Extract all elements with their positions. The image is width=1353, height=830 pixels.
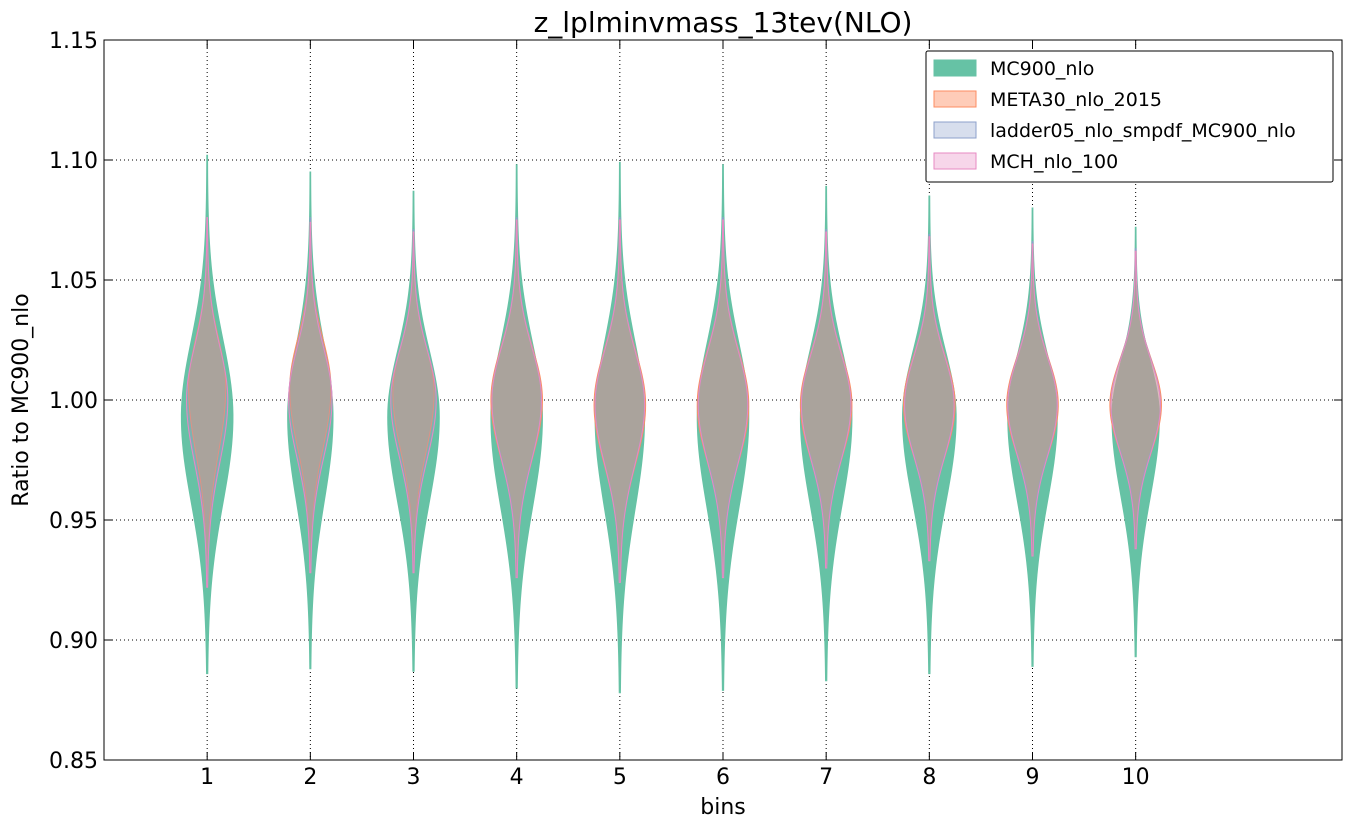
x-axis-title: bins bbox=[700, 795, 745, 820]
violin-body bbox=[1111, 226, 1160, 658]
y-axis-title: Ratio to MC900_nlo bbox=[9, 293, 34, 506]
legend-label: MC900_nlo bbox=[990, 58, 1094, 80]
violin-series-0 bbox=[180, 154, 1160, 694]
violin-series-3 bbox=[186, 217, 1161, 588]
violin-body bbox=[1007, 243, 1058, 557]
y-tick-label: 0.85 bbox=[49, 749, 98, 774]
violin-body bbox=[697, 219, 749, 579]
x-tick-label: 9 bbox=[1026, 765, 1040, 790]
tick-labels: 0.85 0.90 0.95 1.00 1.05 1.10 1.15 1 2 3 4 5 6 7 8 9 10 bbox=[49, 29, 1150, 790]
violin-body bbox=[1007, 207, 1058, 667]
violin-body bbox=[799, 185, 853, 682]
x-tick-label: 2 bbox=[303, 765, 317, 790]
legend-label: ladder05_nlo_smpdf_MC900_nlo bbox=[990, 120, 1296, 142]
legend-swatch bbox=[933, 90, 977, 108]
y-tick-label: 0.90 bbox=[49, 629, 98, 654]
legend-label: MCH_nlo_100 bbox=[990, 151, 1118, 173]
x-tick-label: 5 bbox=[613, 765, 627, 790]
violin-body bbox=[390, 231, 437, 574]
violin-body bbox=[287, 171, 334, 670]
violin-body bbox=[288, 221, 333, 574]
y-tick-label: 0.95 bbox=[49, 509, 98, 534]
violin-body bbox=[491, 219, 542, 579]
violins bbox=[180, 154, 1162, 694]
axis-ticks bbox=[104, 39, 1342, 761]
x-tick-label: 7 bbox=[819, 765, 833, 790]
y-tick-label: 1.05 bbox=[49, 269, 98, 294]
legend-swatch bbox=[933, 59, 977, 77]
chart-title: z_lplminvmass_13tev(NLO) bbox=[534, 6, 913, 39]
legend: MC900_nlo META30_nlo_2015 ladder05_nlo_smp… bbox=[925, 50, 1334, 183]
violin-body bbox=[387, 190, 440, 672]
violin-body bbox=[902, 195, 957, 675]
violin-body bbox=[904, 236, 955, 562]
x-tick-label: 1 bbox=[200, 765, 214, 790]
violin-body bbox=[594, 219, 646, 583]
violin-body bbox=[1110, 250, 1161, 550]
x-tick-label: 3 bbox=[407, 765, 421, 790]
x-tick-label: 8 bbox=[922, 765, 936, 790]
violin-body bbox=[800, 231, 852, 569]
y-tick-label: 1.00 bbox=[49, 389, 98, 414]
violin-body bbox=[594, 161, 646, 694]
violin-body bbox=[180, 154, 234, 675]
x-tick-label: 4 bbox=[510, 765, 524, 790]
y-tick-label: 1.15 bbox=[49, 29, 98, 54]
violin-body bbox=[696, 164, 750, 691]
violin-body bbox=[186, 217, 229, 588]
legend-swatch bbox=[933, 121, 977, 139]
violin-body bbox=[490, 164, 543, 689]
legend-box bbox=[925, 50, 1334, 183]
legend-label: META30_nlo_2015 bbox=[990, 89, 1162, 111]
y-tick-label: 1.10 bbox=[49, 149, 98, 174]
legend-swatch bbox=[933, 152, 977, 170]
x-tick-label: 10 bbox=[1122, 765, 1150, 790]
x-tick-label: 6 bbox=[716, 765, 730, 790]
